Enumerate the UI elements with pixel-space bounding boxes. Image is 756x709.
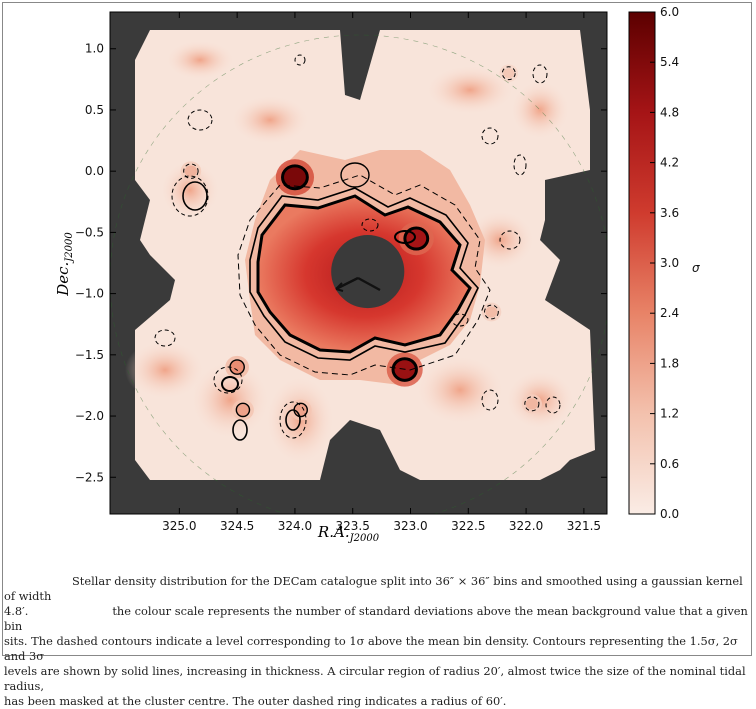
- x-tick-label: 324.0: [278, 519, 312, 533]
- y-axis-label: Dec.J2000: [54, 232, 75, 297]
- y-tick-label: −1.5: [75, 348, 104, 362]
- colorbar-label: σ: [692, 261, 700, 275]
- caption-line-4: levels are shown by solid lines, increas…: [4, 664, 746, 693]
- contour-1sigma: [237, 174, 491, 376]
- centre-direction-arrows: [335, 276, 381, 292]
- caption-line-2-start: 4.8′.: [4, 604, 29, 618]
- colorbar-ticks: 6.0 5.4 4.8 4.2 3.6 3.0 2.4 1.8 1.2 0.6 0.0: [650, 5, 679, 521]
- contour-3sigma: [256, 194, 472, 354]
- colorbar-tick-label: 1.8: [660, 356, 679, 370]
- density-hotspot: [485, 306, 498, 318]
- y-tick-label: 1.0: [85, 42, 104, 56]
- colorbar-tick-label: 6.0: [660, 5, 679, 19]
- figure-caption: Stellar density distribution for the DEC…: [4, 574, 748, 709]
- x-tick-label: 325.0: [162, 519, 196, 533]
- colorbar-tick-label: 0.0: [660, 507, 679, 521]
- y-tick-label: 0.5: [85, 103, 104, 117]
- x-tick-label: 322.0: [509, 519, 543, 533]
- density-hotspot: [503, 68, 515, 79]
- colorbar-tick-label: 3.6: [660, 206, 679, 220]
- colorbar-tick-label: 1.2: [660, 407, 679, 421]
- hotspot-contour-3sigma: [391, 357, 418, 382]
- colorbar-tick-label: 2.4: [660, 306, 679, 320]
- figure-frame: [2, 2, 752, 656]
- hotspot-contour-1sigma: [501, 66, 516, 81]
- masked-centre: [331, 235, 405, 309]
- hotspot-contour-1sigma: [484, 304, 499, 320]
- stellar-density-map: 325.0 324.5 324.0 323.5 323.0 322.5 322.0 321.5…: [54, 5, 700, 544]
- caption-line-1: Stellar density distribution for the DEC…: [4, 574, 743, 603]
- colorbar-tick-label: 4.8: [660, 105, 679, 119]
- colorbar-tick-label: 0.6: [660, 457, 679, 471]
- density-hotspot: [405, 228, 427, 249]
- caption-line-5: has been masked at the cluster centre. T…: [4, 694, 507, 708]
- x-tick-label: 321.5: [567, 519, 601, 533]
- x-tick-label: 323.5: [336, 519, 370, 533]
- y-tick-label: −2.5: [75, 470, 104, 484]
- density-hotspot: [283, 166, 307, 188]
- hotspot-contour-3sigma: [281, 164, 309, 191]
- y-tick-label: −1.0: [75, 287, 104, 301]
- x-axis: 325.0 324.5 324.0 323.5 323.0 322.5 322.0 321.5: [162, 12, 601, 533]
- y-axis: 1.0 0.5 0.0 −0.5 −1.0 −1.5 −2.0 −2.5: [75, 42, 607, 484]
- hotspot-contour-1sigma: [524, 396, 540, 412]
- y-tick-label: −2.0: [75, 409, 104, 423]
- x-tick-label: 324.5: [220, 519, 254, 533]
- plot-border: [109, 11, 608, 515]
- y-tick-label: 0.0: [85, 164, 104, 178]
- colorbar-tick-label: 3.0: [660, 256, 679, 270]
- hotspot-contour-1sigma: [183, 163, 199, 179]
- density-hotspot: [184, 165, 198, 177]
- hotspot-contour-2sigma: [235, 402, 251, 418]
- colorbar-tick-label: 5.4: [660, 55, 679, 69]
- density-hotspot: [236, 403, 250, 416]
- y-tick-label: −0.5: [75, 225, 104, 239]
- colorbar-tick-label: 4.2: [660, 156, 679, 170]
- caption-line-2: the colour scale represents the number o…: [4, 604, 748, 633]
- x-tick-label: 322.5: [451, 519, 485, 533]
- hotspot-contour-3sigma: [403, 226, 430, 251]
- density-hotspot: [230, 360, 245, 374]
- x-tick-label: 323.0: [393, 519, 427, 533]
- x-axis-label: R.A.J2000: [317, 523, 380, 544]
- density-hotspot: [525, 398, 538, 410]
